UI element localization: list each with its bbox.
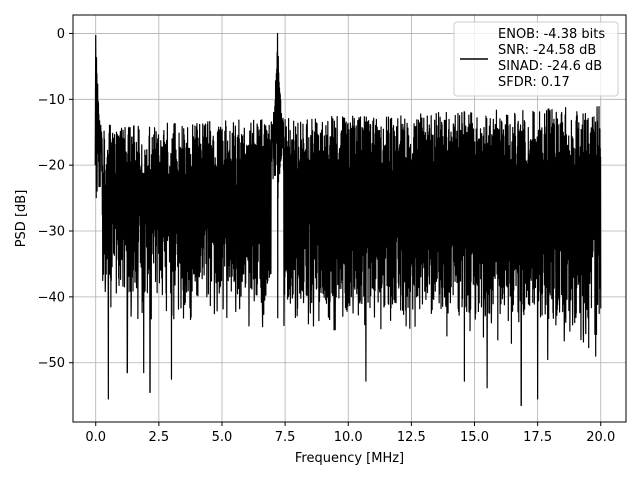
series-layer [94, 32, 602, 407]
plot-frame [72, 14, 627, 423]
y-tick-label: −10 [38, 93, 65, 108]
x-axis-label: Frequency [MHz] [295, 451, 404, 466]
x-tick-label: 20.0 [586, 430, 615, 445]
psd-series-line [94, 32, 602, 407]
x-tick-label: 15.0 [460, 430, 489, 445]
x-tick-label: 10.0 [334, 430, 363, 445]
x-tick-label: 12.5 [397, 430, 426, 445]
y-tick-label: −50 [38, 356, 65, 371]
y-axis-label: PSD [dB] [14, 190, 29, 248]
y-tick-label: −40 [38, 290, 65, 305]
y-tick-label: −20 [38, 159, 65, 174]
x-tick-label: 7.5 [275, 430, 296, 445]
legend-entry-label: ENOB: -4.38 bits SNR: -24.58 dB SINAD: -24… [498, 27, 605, 90]
x-tick-label: 0.0 [85, 430, 106, 445]
legend: ENOB: -4.38 bits SNR: -24.58 dB SINAD: -24… [453, 21, 619, 97]
x-tick-label: 2.5 [149, 430, 170, 445]
y-tick-label: 0 [57, 27, 65, 42]
x-tick-label: 17.5 [523, 430, 552, 445]
y-tick-label: −30 [38, 225, 65, 240]
x-tick-label: 5.0 [212, 430, 233, 445]
legend-box [453, 21, 619, 97]
axis-ticks: 0.0 2.5 5.0 7.5 10.0 12.5 15.0 17.5 20.0 0 −10 −20 −… [38, 27, 616, 445]
